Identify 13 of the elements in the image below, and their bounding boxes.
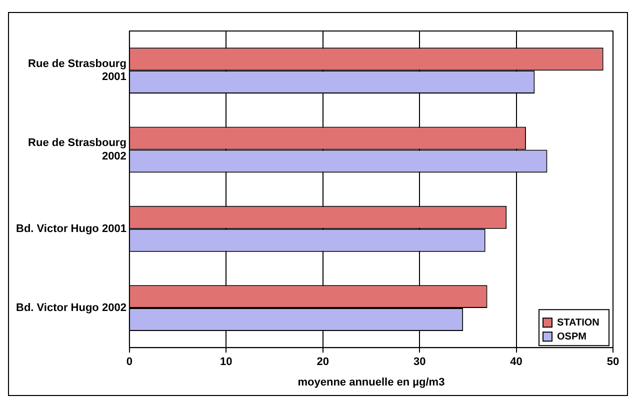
x-tick-label: 0 [126, 356, 132, 368]
y-tick-label: Rue de Strasbourg 2001 [28, 58, 126, 84]
legend-label: STATION [557, 317, 600, 328]
x-tick-label: 40 [510, 356, 522, 368]
y-tick-label: Rue de Strasbourg 2002 [28, 137, 126, 162]
x-axis-title: moyenne annuelle en µg/m3 [298, 376, 445, 388]
x-tick-label: 10 [220, 356, 232, 368]
x-tick-label: 30 [413, 356, 426, 368]
y-tick-label: Bd. Victor Hugo 2001 [16, 222, 126, 235]
legend-label: OSPM [557, 331, 586, 342]
x-tick-label: 20 [316, 356, 329, 368]
x-tick-label: 50 [606, 356, 620, 368]
y-tick-label: Bd. Victor Hugo 2002 [16, 302, 126, 314]
